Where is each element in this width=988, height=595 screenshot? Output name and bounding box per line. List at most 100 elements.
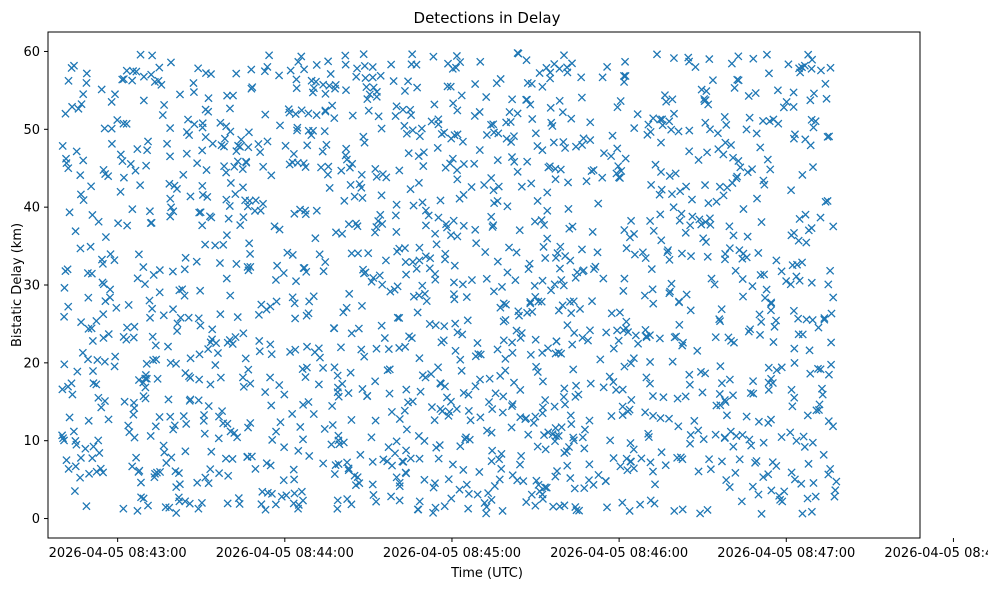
data-point: [569, 433, 578, 442]
data-point: [206, 70, 216, 79]
data-point: [266, 461, 275, 470]
data-point: [501, 354, 510, 363]
data-point: [243, 262, 252, 271]
data-point: [314, 344, 323, 353]
data-point: [211, 241, 220, 250]
data-point: [316, 163, 326, 172]
data-point: [219, 419, 228, 428]
data-point: [420, 475, 429, 484]
data-point: [299, 400, 308, 409]
data-point: [642, 332, 651, 341]
data-point: [360, 352, 369, 361]
data-point: [720, 434, 729, 443]
data-point: [755, 310, 764, 319]
data-point: [757, 509, 766, 518]
data-point: [524, 430, 533, 439]
data-point: [734, 156, 743, 166]
data-point: [222, 122, 231, 131]
data-point: [655, 334, 664, 343]
data-point: [641, 253, 650, 263]
data-point: [136, 493, 146, 502]
data-point: [215, 258, 224, 268]
data-point: [309, 84, 318, 93]
data-point: [631, 331, 640, 340]
data-point: [148, 304, 157, 313]
data-point: [298, 435, 308, 444]
data-point: [821, 79, 830, 88]
data-point: [559, 51, 569, 60]
data-point: [247, 452, 256, 461]
data-point: [797, 479, 806, 488]
data-point: [255, 336, 264, 346]
data-point: [567, 59, 577, 68]
data-point: [259, 162, 268, 171]
data-point: [456, 57, 465, 67]
data-point: [773, 86, 782, 95]
data-point: [235, 499, 244, 509]
data-point: [706, 465, 715, 474]
data-point: [342, 458, 352, 467]
data-point: [257, 300, 266, 309]
data-point: [719, 191, 728, 200]
data-point: [620, 362, 629, 371]
data-point: [531, 129, 540, 138]
data-point: [180, 291, 189, 300]
data-point: [320, 424, 329, 433]
data-point: [354, 324, 363, 333]
data-point: [155, 266, 164, 275]
data-point: [648, 467, 658, 476]
data-point: [580, 484, 589, 493]
data-point: [231, 333, 240, 342]
data-point: [198, 146, 207, 155]
data-point: [651, 160, 660, 169]
data-point: [686, 430, 695, 440]
data-point: [214, 412, 224, 421]
x-tick-label: 2026-04-05 08:48:00: [884, 546, 988, 561]
data-point: [734, 52, 743, 61]
data-point: [724, 333, 733, 342]
data-point: [221, 454, 230, 463]
data-point: [297, 52, 306, 61]
data-point: [291, 345, 300, 354]
data-point: [824, 280, 833, 289]
data-point: [357, 170, 366, 179]
data-point: [792, 436, 801, 445]
data-point: [392, 200, 401, 209]
data-point: [395, 343, 404, 353]
data-point: [297, 106, 306, 115]
data-point: [575, 304, 585, 313]
data-point: [825, 132, 834, 141]
data-point: [136, 181, 145, 190]
data-point: [538, 409, 547, 418]
data-point: [788, 402, 797, 411]
data-point: [787, 385, 796, 394]
y-tick-label: 0: [32, 512, 40, 527]
data-point: [173, 319, 182, 328]
data-point: [534, 480, 543, 489]
data-point: [482, 274, 491, 283]
data-point: [258, 487, 267, 496]
data-point: [155, 467, 165, 476]
data-point: [160, 448, 169, 457]
data-point: [319, 267, 328, 276]
data-point: [553, 249, 562, 258]
data-point: [797, 63, 807, 72]
data-point: [207, 447, 216, 456]
data-point: [806, 96, 815, 105]
data-point: [378, 280, 387, 289]
data-point: [336, 343, 346, 352]
data-point: [749, 377, 758, 386]
data-point: [808, 55, 817, 64]
data-point: [743, 232, 752, 241]
data-point: [682, 182, 691, 191]
data-point: [154, 76, 163, 85]
data-point: [694, 426, 703, 435]
data-point: [686, 306, 695, 315]
data-point: [196, 286, 205, 295]
data-point: [421, 252, 430, 261]
data-point: [669, 203, 678, 212]
data-point: [408, 50, 417, 59]
data-point: [321, 89, 330, 98]
data-point: [757, 317, 766, 326]
data-point: [145, 207, 154, 216]
